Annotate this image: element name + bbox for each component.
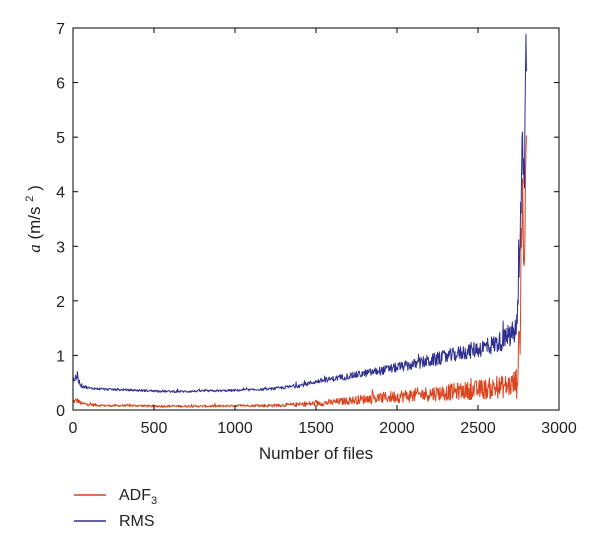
y-axis-unit-close: ): [25, 185, 44, 191]
x-tick-label: 3000: [541, 420, 577, 437]
y-tick-label: 6: [56, 76, 65, 93]
x-tick-label: 1500: [298, 420, 334, 437]
x-tick-label: 1000: [217, 420, 253, 437]
y-tick-label: 0: [56, 403, 65, 420]
y-tick-label: 3: [56, 239, 65, 256]
legend: ADF3 RMS: [74, 487, 157, 530]
ticks-layer: 0 500 1000 1500 2000 2500 3000 0 1 2 3 4 5 6 7: [56, 21, 577, 437]
y-axis-title: a (m/s 2 ): [18, 185, 44, 253]
y-axis-unit-exponent: 2: [24, 196, 36, 202]
legend-label-adf3-subscript: 3: [151, 495, 157, 507]
x-tick-label: 0: [69, 420, 78, 437]
legend-label-rms: RMS: [119, 513, 155, 530]
series-line-adf3: [72, 135, 527, 408]
series-layer: [72, 33, 527, 408]
y-tick-label: 1: [56, 348, 65, 365]
y-tick-label: 7: [56, 21, 65, 38]
x-tick-label: 2000: [379, 420, 415, 437]
x-tick-label: 500: [141, 420, 168, 437]
y-axis-variable: a: [25, 244, 44, 253]
series-line-rms: [72, 33, 527, 394]
x-axis-title: Number of files: [259, 444, 373, 463]
y-axis-unit: (m/s: [25, 206, 44, 239]
y-tick-label: 2: [56, 294, 65, 311]
legend-label-adf3: ADF3: [119, 487, 157, 507]
plot-frame: [72, 27, 560, 411]
x-tick-label: 2500: [460, 420, 496, 437]
y-tick-label: 5: [56, 130, 65, 147]
y-tick-label: 4: [56, 185, 65, 202]
